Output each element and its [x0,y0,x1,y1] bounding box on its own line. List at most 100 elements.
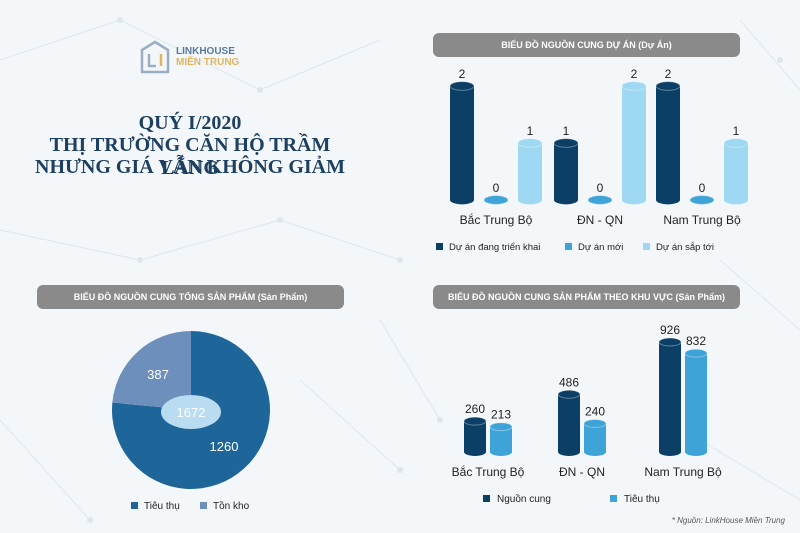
c3-bar-2-1 [684,348,708,456]
c1-bar-1-0-base [554,195,578,205]
c3-value-label: 240 [585,404,605,418]
c3-bar-1-0-base [558,448,580,456]
c3-value-label: 926 [660,323,680,337]
c2-center-badge [161,395,221,429]
c3-legend-label: Tiêu thụ [624,494,660,505]
regional-product-chart: 260 213 Bắc Trung Bộ 486 240 ĐN - QN 926 832 Nam… [452,323,722,505]
c3-bar-2-1-top [684,348,708,358]
c3-legend-swatch [483,495,490,502]
c3-value-label: 486 [559,375,579,389]
headline-quarter: QUÝ I/2020 [138,112,242,134]
c3-bar-1-1-body [584,423,606,452]
project-supply-chart: 2 0 1 Bắc Trung Bộ 1 0 2 ĐN - QN 2 0 1 Nam Trung Bộ… [436,67,749,253]
c1-bar-2-1-top [689,195,715,205]
c3-bar-0-1 [489,422,513,456]
c3-bar-0-1-body [490,426,512,452]
c1-bar-1-1-top [587,195,613,205]
c3-bar-0-0-body [464,421,486,452]
c1-legend-swatch [436,243,443,250]
c1-bar-0-0-body [450,86,474,200]
c1-bar-2-0-top [655,81,681,91]
c3-bar-2-0-top [658,337,682,347]
c1-bar-1-0-body [554,143,578,200]
c3-legend-swatch [610,495,617,502]
c1-bar-0-0 [449,81,475,205]
c1-bar-1-0 [553,138,579,205]
c3-bar-0-1-top [489,422,513,432]
logo: LINKHOUSE MIỀN TRUNG [140,40,239,74]
c1-bar-0-2 [517,138,543,205]
c1-value-label: 1 [733,124,740,138]
house-logo-icon [140,40,170,74]
total-product-pie-chart: 1260 387 1672 Tiêu thụ Tồn kho [111,331,270,512]
c1-bar-2-0-body [656,86,680,200]
c1-legend-swatch [565,243,572,250]
c3-bar-1-1 [583,419,607,456]
c1-bar-1-2-base [622,195,646,205]
c1-bar-2-0 [655,81,681,205]
c1-legend-swatch [643,243,650,250]
headline-line3: NHƯNG GIÁ VẪN KHÔNG GIẢM [35,156,345,178]
c3-bar-1-0-body [558,394,580,452]
logo-line2: MIỀN TRUNG [176,57,240,68]
c1-bar-1-2-top [621,81,647,91]
c1-bar-1-2 [621,81,647,205]
chart3-title: BIỂU ĐỒ NGUỒN CUNG SẢN PHẨM THEO KHU VỰC… [433,285,740,309]
headline-line2: THỊ TRƯỜNG CĂN HỘ TRẦM LẮNG [49,134,331,179]
c3-bar-2-1-body [685,353,707,452]
c3-bar-1-1-base [584,448,606,456]
c1-bar-2-1 [689,195,715,205]
c1-value-label: 1 [527,124,534,138]
c1-value-label: 0 [493,181,500,195]
c1-value-label: 2 [631,67,638,81]
c3-bar-1-0 [557,389,581,456]
c1-value-label: 0 [597,181,604,195]
c3-bar-0-0-base [464,448,486,456]
c3-bar-2-0 [658,337,682,456]
c3-bar-2-0-body [659,342,681,452]
c3-bar-0-1-base [490,448,512,456]
c1-category-label: ĐN - QN [577,213,623,227]
c2-legend-label: Tồn kho [213,500,250,512]
c3-bar-0-0-top [463,416,487,426]
c1-bar-1-0-top [553,138,579,148]
c2-legend-swatch [200,502,207,509]
c3-legend-label: Nguồn cung [497,493,551,505]
chart1-title: BIỂU ĐỒ NGUỒN CUNG DỰ ÁN (Dự Án) [433,33,740,57]
c2-center-label: 1672 [177,405,206,420]
c1-bar-1-2-body [622,86,646,200]
c1-bar-0-1 [483,195,509,205]
c1-category-label: Nam Trung Bộ [663,213,741,227]
c1-bar-0-1-top [483,195,509,205]
c1-bar-0-0-base [450,195,474,205]
c3-category-label: ĐN - QN [559,465,605,479]
c1-value-label: 2 [459,67,466,81]
c2-legend-label: Tiêu thụ [144,501,180,512]
c1-category-label: Bắc Trung Bộ [460,212,533,227]
c1-bar-2-2-body [724,143,748,200]
c1-legend-label: Dự án đang triển khai [449,242,540,253]
c2-legend-swatch [131,502,138,509]
c3-bar-2-0-base [659,448,681,456]
c1-bar-0-2-body [518,143,542,200]
c1-bar-0-2-base [518,195,542,205]
c1-legend-label: Dự án sắp tới [656,242,714,253]
c3-bar-1-0-top [557,389,581,399]
c3-bar-0-0 [463,416,487,456]
c2-slice-label: 387 [147,367,169,382]
logo-line1: LINKHOUSE [176,46,235,57]
c3-bar-2-1-base [685,448,707,456]
c1-bar-0-2-top [517,138,543,148]
c2-slice-label: 1260 [210,439,239,454]
chart2-title: BIỂU ĐỒ NGUỒN CUNG TỔNG SẢN PHẨM (Sản Ph… [37,285,344,309]
c2-slice-1 [112,331,191,410]
c1-value-label: 2 [665,67,672,81]
c3-bar-1-1-top [583,419,607,428]
c1-bar-2-2 [723,138,749,205]
c3-value-label: 832 [686,334,706,348]
c1-value-label: 1 [563,124,570,138]
source-note: * Nguồn: LinkHouse Miền Trung [671,516,785,525]
c3-category-label: Nam Trung Bộ [644,465,722,479]
c1-bar-2-2-top [723,138,749,148]
